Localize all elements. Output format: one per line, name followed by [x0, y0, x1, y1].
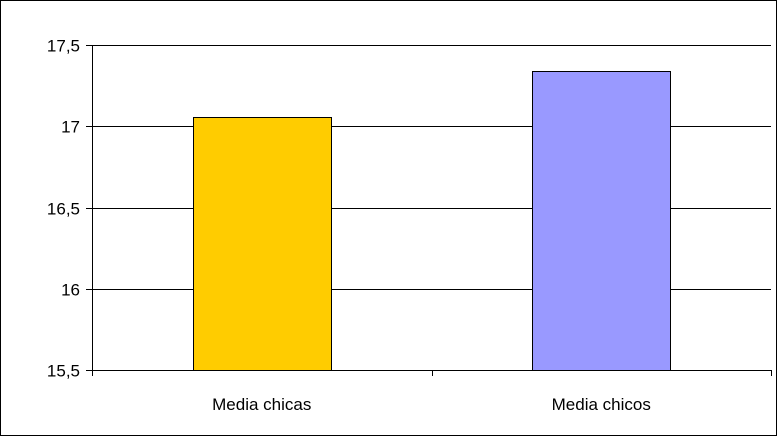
bars — [193, 71, 671, 371]
y-tick-label: 16,5 — [47, 200, 80, 219]
x-category-label: Media chicos — [552, 395, 651, 414]
x-category-label: Media chicas — [212, 395, 311, 414]
bar-media-chicos — [532, 71, 671, 371]
labels: 15,5 16 16,5 17 17,5 Media chicas Media chicos — [47, 37, 651, 415]
y-tick-label: 15,5 — [47, 362, 80, 381]
y-tick-label: 17 — [61, 118, 80, 137]
bar-media-chicas — [193, 117, 332, 371]
axes — [86, 45, 772, 376]
y-tick-label: 16 — [61, 281, 80, 300]
y-tick-label: 17,5 — [47, 37, 80, 56]
